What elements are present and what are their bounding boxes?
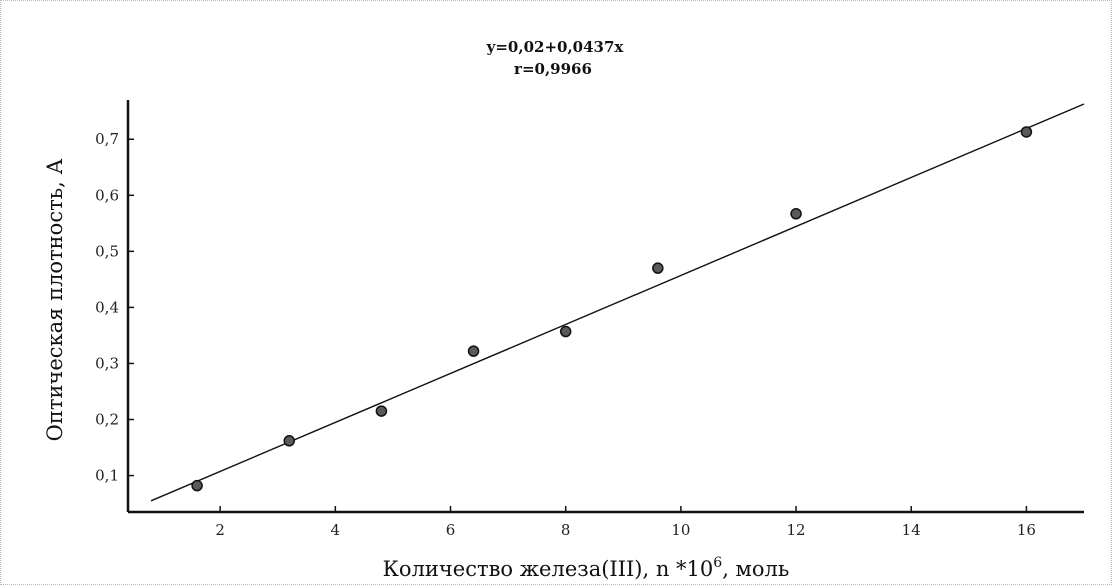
data-point xyxy=(1020,126,1033,138)
axes xyxy=(126,100,1084,514)
y-tick-label: 0,7 xyxy=(95,130,119,148)
y-axis-ticks: 0,1 0,2 0,3 0,4 0,5 0,6 0,7 xyxy=(95,130,134,485)
data-points xyxy=(191,126,1033,492)
x-tick-label: 16 xyxy=(1017,521,1036,539)
data-point xyxy=(559,325,572,338)
data-point xyxy=(283,435,296,447)
data-point xyxy=(467,345,480,357)
x-tick-label: 4 xyxy=(331,521,341,539)
y-tick-label: 0,4 xyxy=(95,298,119,316)
regression-line-group xyxy=(150,103,1085,502)
chart-title: y=0,02+0,0437x xyxy=(486,38,625,56)
regression-line xyxy=(150,103,1085,502)
x-axis-label: Количество железа(III), n *106, моль xyxy=(383,555,790,581)
x-tick-label: 8 xyxy=(561,521,571,539)
data-point xyxy=(790,208,802,220)
y-tick-label: 0,5 xyxy=(95,242,119,260)
data-point xyxy=(191,479,203,492)
x-tick-label: 2 xyxy=(215,521,225,539)
y-axis-label: Оптическая плотность, А xyxy=(43,159,67,442)
x-tick-label: 14 xyxy=(902,521,921,539)
x-tick-label: 12 xyxy=(787,521,806,539)
y-tick-label: 0,3 xyxy=(95,354,119,372)
x-axis-label-unit: , моль xyxy=(722,557,789,581)
x-axis-label-exponent: 6 xyxy=(713,555,722,571)
data-point xyxy=(375,405,388,417)
x-axis-ticks: 2 4 6 8 10 12 14 16 xyxy=(215,506,1036,539)
x-tick-label: 6 xyxy=(446,521,456,539)
x-tick-label: 10 xyxy=(671,521,690,539)
y-tick-label: 0,2 xyxy=(95,411,119,429)
y-tick-label: 0,6 xyxy=(95,186,119,204)
y-tick-label: 0,1 xyxy=(95,467,119,485)
data-point xyxy=(652,262,664,274)
chart-subtitle: r=0,9966 xyxy=(514,60,592,78)
x-axis-label-main: Количество железа(III), n *10 xyxy=(383,557,714,581)
